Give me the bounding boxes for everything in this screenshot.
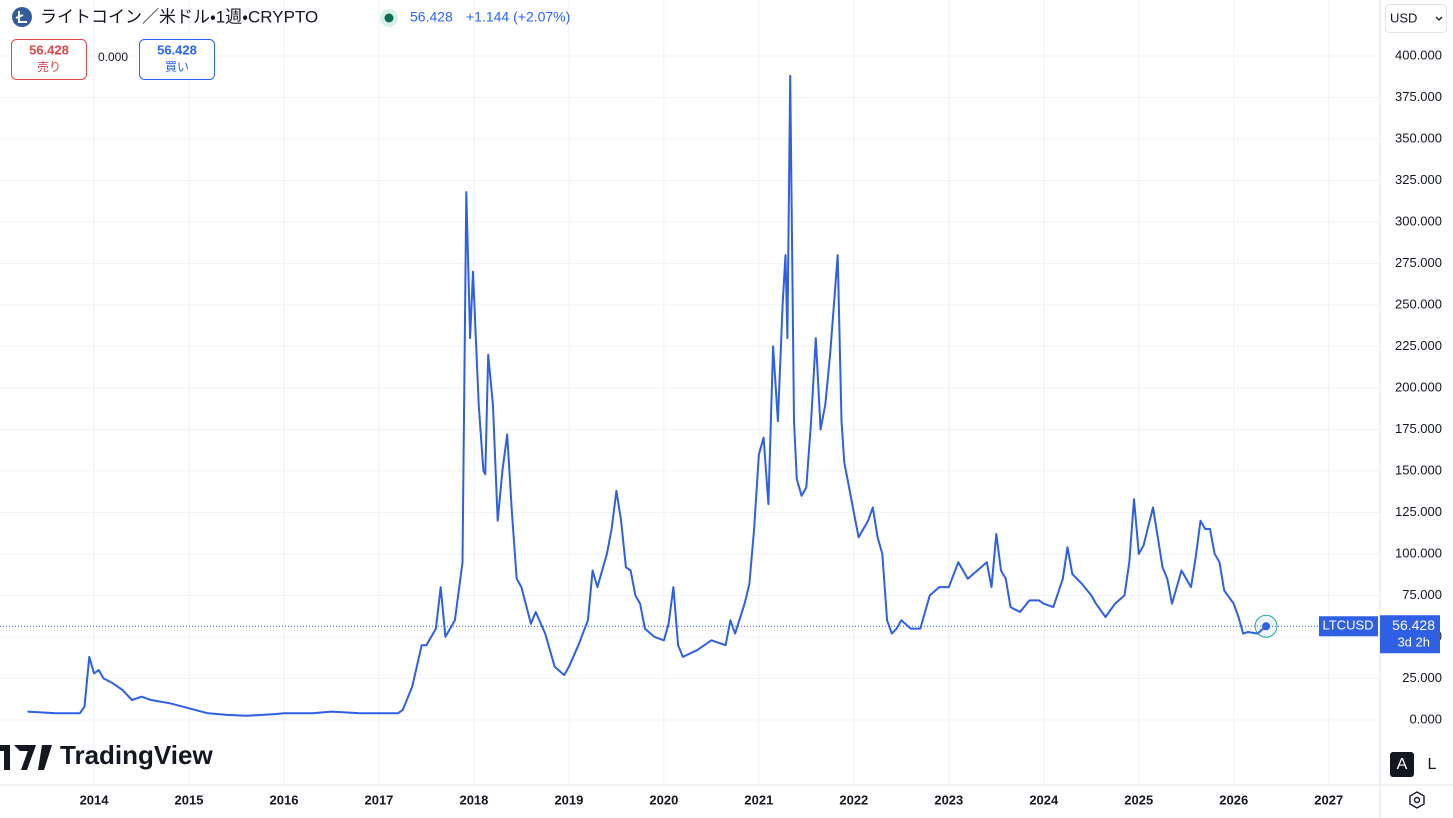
x-tick-label: 2026 [1219,792,1248,807]
symbol-title[interactable]: ライトコイン／米ドル・1週・CRYPTO [40,7,318,26]
y-tick-label: 100.000 [1395,545,1442,560]
x-tick-label: 2020 [649,792,678,807]
y-tick-label: 275.000 [1395,255,1442,270]
x-tick-label: 2016 [270,792,299,807]
y-tick-label: 125.000 [1395,504,1442,519]
auto-scale-label: A [1397,756,1408,773]
sell-button[interactable] [11,39,87,80]
currency-chevron [1435,16,1443,21]
x-tick-label: 2018 [459,792,488,807]
x-tick-label: 2021 [744,792,773,807]
x-tick-label: 2019 [554,792,583,807]
series-label-box [1319,616,1378,637]
y-tick-label: 200.000 [1395,379,1442,394]
price-label: 56.428 [1392,617,1435,633]
y-tick-label: 75.000 [1402,587,1442,602]
y-tick-label: 375.000 [1395,89,1442,104]
y-tick-label: 175.000 [1395,421,1442,436]
settings-icon[interactable] [1409,791,1425,809]
y-tick-label: 400.000 [1395,47,1442,62]
y-tick-label: 350.000 [1395,130,1442,145]
symbol-icon-glyph [15,11,27,23]
price-label-box [1380,615,1440,654]
y-tick-label: 300.000 [1395,213,1442,228]
price-line [27,74,1267,717]
buy-label: 買い [165,60,189,74]
logo-text: TradingView [60,740,213,770]
x-tick-label: 2023 [934,792,963,807]
settings-icon-center [1413,796,1421,804]
currency-label: USD [1390,10,1417,25]
y-tick-label: 0.000 [1409,711,1442,726]
grid [0,0,1380,785]
last-point [1262,622,1271,631]
x-tick-label: 2014 [80,792,110,807]
buy-price: 56.428 [157,42,197,57]
auto-scale-button[interactable] [1390,752,1414,777]
x-tick-label: 2027 [1314,792,1343,807]
x-tick-label: 2025 [1124,792,1153,807]
logo: TradingView [0,740,213,770]
axes: 0.00025.00050.00075.000100.000125.000150… [80,47,1442,807]
x-tick-label: 2017 [364,792,393,807]
buy-button[interactable] [139,39,215,80]
header-price: 56.428 [410,9,453,25]
x-tick-label: 2024 [1029,792,1059,807]
series-label: LTCUSD [1322,618,1373,633]
sell-price: 56.428 [29,42,69,57]
spread: 0.000 [98,50,128,64]
logo-mark [0,745,10,770]
countdown-label: 3d 2h [1397,635,1430,650]
x-tick-label: 2022 [839,792,868,807]
header-change: +1.144 (+2.07%) [466,9,570,25]
y-tick-label: 250.000 [1395,296,1442,311]
currency-button[interactable] [1385,4,1447,33]
logo-mark [14,745,52,770]
y-tick-label: 225.000 [1395,338,1442,353]
y-tick-label: 25.000 [1402,670,1442,685]
x-tick-label: 2015 [175,792,204,807]
symbol-icon [12,7,32,27]
sell-label: 売り [37,59,61,74]
y-tick-label: 325.000 [1395,172,1442,187]
log-scale-label[interactable]: L [1428,756,1437,773]
data [0,74,1380,717]
market-status[interactable] [384,13,394,23]
y-tick-label: 150.000 [1395,462,1442,477]
